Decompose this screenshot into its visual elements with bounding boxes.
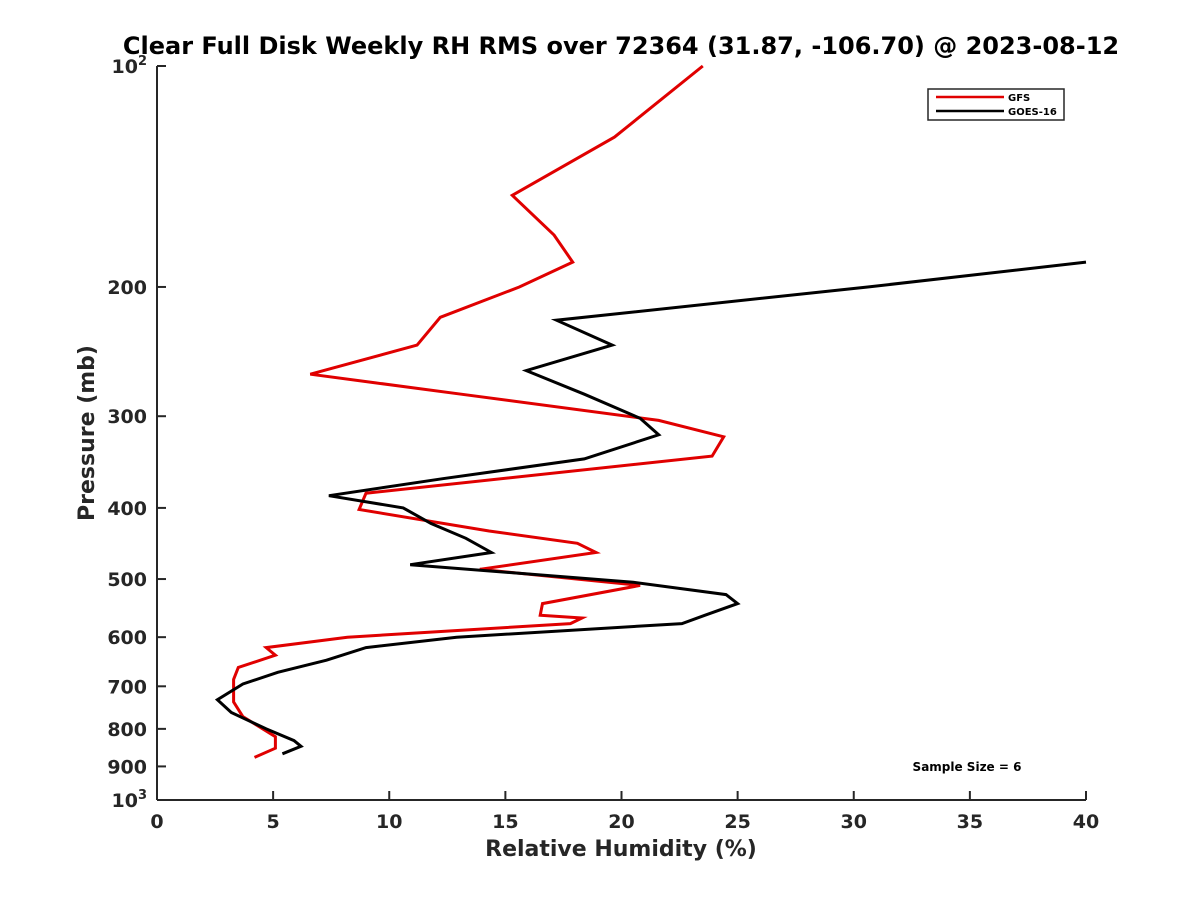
axes bbox=[156, 66, 1086, 801]
legend-box bbox=[927, 88, 1065, 121]
y-tick-label: 103 bbox=[112, 788, 148, 812]
legend-label-goes16: GOES-16 bbox=[1008, 107, 1057, 118]
x-tick-label: 10 bbox=[376, 811, 402, 833]
y-axis-label: Pressure (mb) bbox=[75, 345, 100, 521]
series-line-goes16 bbox=[214, 260, 1087, 756]
y-tick-label: 300 bbox=[107, 406, 147, 428]
sample-size-annotation: Sample Size = 6 bbox=[913, 760, 1022, 774]
y-tick-label: 700 bbox=[107, 676, 147, 698]
legend-label-gfs: GFS bbox=[1008, 93, 1030, 104]
x-tick-label: 40 bbox=[1073, 811, 1099, 833]
series-line-gfs bbox=[232, 64, 727, 759]
y-tick-label: 102 bbox=[112, 54, 148, 78]
x-tick-label: 30 bbox=[841, 811, 867, 833]
y-tick-label: 500 bbox=[107, 569, 147, 591]
y-tick-label: 400 bbox=[107, 498, 147, 520]
x-tick-label: 5 bbox=[267, 811, 280, 833]
x-axis-label: Relative Humidity (%) bbox=[485, 837, 757, 862]
y-ticks: 102 200 300 400 500 600 700 800 900 103 bbox=[107, 54, 166, 812]
x-tick-label: 35 bbox=[957, 811, 983, 833]
y-tick-label: 600 bbox=[107, 627, 147, 649]
y-tick-label: 200 bbox=[107, 277, 147, 299]
series-layer bbox=[214, 64, 1087, 759]
y-tick-label: 900 bbox=[107, 756, 147, 778]
x-ticks: 0 5 10 15 20 25 30 35 40 bbox=[150, 791, 1099, 833]
x-tick-label: 0 bbox=[150, 811, 163, 833]
x-tick-label: 20 bbox=[608, 811, 634, 833]
x-tick-label: 25 bbox=[724, 811, 750, 833]
y-tick-label: 800 bbox=[107, 719, 147, 741]
x-tick-label: 15 bbox=[492, 811, 518, 833]
legend: GFS GOES-16 bbox=[927, 88, 1065, 121]
chart-title: Clear Full Disk Weekly RH RMS over 72364… bbox=[123, 32, 1119, 60]
